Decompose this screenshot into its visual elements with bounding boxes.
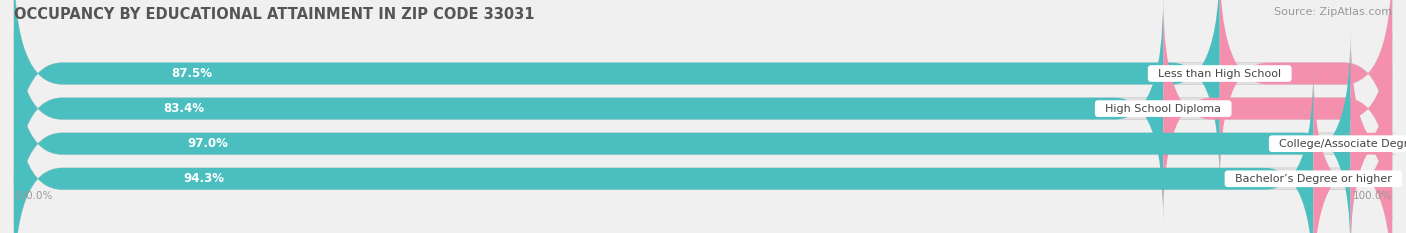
FancyBboxPatch shape — [14, 0, 1392, 220]
Text: 87.5%: 87.5% — [170, 67, 212, 80]
FancyBboxPatch shape — [14, 67, 1392, 233]
Text: 100.0%: 100.0% — [1353, 191, 1392, 201]
Text: Source: ZipAtlas.com: Source: ZipAtlas.com — [1274, 7, 1392, 17]
FancyBboxPatch shape — [1163, 0, 1392, 220]
FancyBboxPatch shape — [14, 32, 1392, 233]
Text: 100.0%: 100.0% — [14, 191, 53, 201]
Text: Less than High School: Less than High School — [1152, 69, 1288, 79]
Text: College/Associate Degree: College/Associate Degree — [1272, 139, 1406, 149]
FancyBboxPatch shape — [14, 0, 1163, 220]
FancyBboxPatch shape — [14, 0, 1220, 185]
Text: 83.4%: 83.4% — [163, 102, 204, 115]
FancyBboxPatch shape — [14, 0, 1392, 185]
Text: OCCUPANCY BY EDUCATIONAL ATTAINMENT IN ZIP CODE 33031: OCCUPANCY BY EDUCATIONAL ATTAINMENT IN Z… — [14, 7, 534, 22]
Text: High School Diploma: High School Diploma — [1098, 104, 1229, 114]
FancyBboxPatch shape — [1313, 67, 1392, 233]
Text: 97.0%: 97.0% — [188, 137, 229, 150]
FancyBboxPatch shape — [1220, 0, 1392, 185]
FancyBboxPatch shape — [1344, 32, 1399, 233]
Text: Bachelor’s Degree or higher: Bachelor’s Degree or higher — [1227, 174, 1399, 184]
FancyBboxPatch shape — [14, 67, 1313, 233]
Text: 94.3%: 94.3% — [183, 172, 224, 185]
FancyBboxPatch shape — [14, 32, 1351, 233]
